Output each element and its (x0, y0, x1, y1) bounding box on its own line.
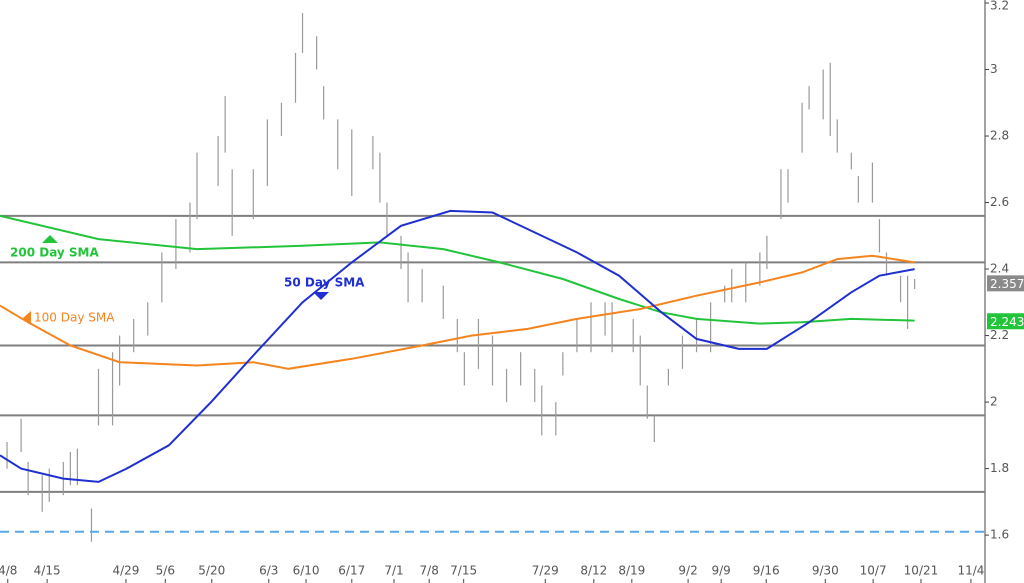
annotation-arrow (23, 311, 31, 325)
x-tick-label: 5/20 (198, 564, 225, 578)
sma-label: 200 Day SMA (10, 246, 100, 260)
x-tick-label: 7/29 (532, 564, 559, 578)
x-tick-label: 9/30 (812, 564, 839, 578)
y-tick-label: 2.4 (990, 262, 1009, 276)
y-tick-label: 2.2 (990, 328, 1009, 342)
x-tick-label: 9/9 (712, 564, 731, 578)
sma-label: 50 Day SMA (284, 276, 365, 290)
y-tick-label: 2.8 (990, 129, 1009, 143)
x-tick-label: 8/19 (618, 564, 645, 578)
y-tick-label: 3.2 (990, 0, 1009, 13)
price-tag (987, 275, 1024, 292)
y-tick-label: 1.6 (990, 528, 1009, 542)
y-tick-label: 3 (990, 62, 998, 76)
y-tick-label: 2 (990, 395, 998, 409)
sma-line (0, 214, 915, 325)
price-tag-label: 2.243 (990, 315, 1024, 329)
x-tick-label: 10/7 (860, 564, 887, 578)
x-tick-label: 4/15 (34, 564, 61, 578)
x-tick-label: 6/3 (259, 564, 278, 578)
x-tick-label: 5/6 (156, 564, 175, 578)
annotation-arrow (42, 235, 58, 243)
y-tick-label: 1.8 (990, 461, 1009, 475)
x-tick-label: 9/2 (678, 564, 697, 578)
x-tick-label: 4/8 (0, 564, 17, 578)
x-tick-label: 11/4 (957, 564, 984, 578)
price-tag (987, 313, 1024, 330)
x-tick-label: 7/8 (420, 564, 439, 578)
x-tick-label: 8/12 (580, 564, 607, 578)
sma-label: 100 Day SMA (34, 311, 115, 325)
x-tick-label: 7/1 (384, 564, 403, 578)
sma-line (0, 254, 915, 370)
x-tick-label: 9/16 (753, 564, 780, 578)
annotation-arrow (313, 292, 329, 300)
sma-line (0, 209, 915, 483)
x-tick-label: 4/29 (112, 564, 139, 578)
x-tick-label: 6/10 (293, 564, 320, 578)
x-tick-label: 7/15 (450, 564, 477, 578)
y-tick-label: 2.6 (990, 195, 1009, 209)
x-tick-label: 10/21 (904, 564, 939, 578)
price-tag-label: 2.357 (990, 277, 1024, 291)
x-tick-label: 6/17 (338, 564, 365, 578)
